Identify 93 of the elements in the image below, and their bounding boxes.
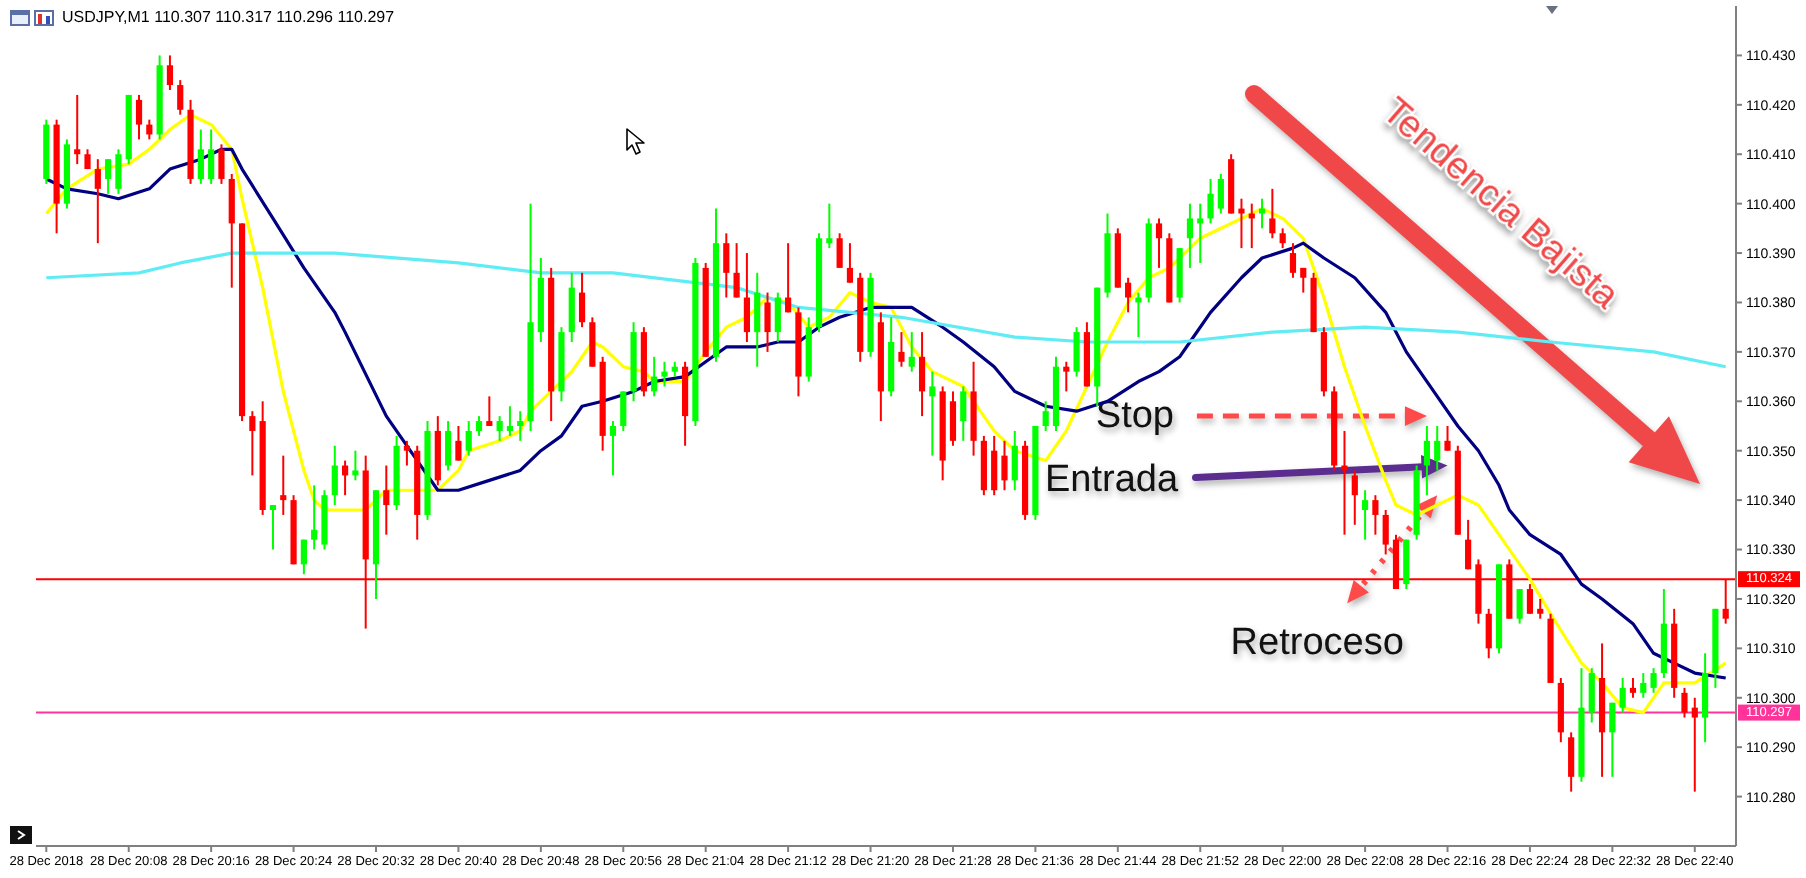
candlestick: [774, 291, 781, 343]
candlestick: [1423, 425, 1430, 497]
candlestick: [352, 449, 359, 482]
candlestick: [1640, 672, 1647, 699]
annotation: Entrada: [1044, 458, 1179, 501]
candlestick: [929, 370, 936, 457]
candlestick: [486, 395, 493, 427]
candlestick: [218, 143, 225, 185]
candlestick: [1537, 597, 1544, 620]
candlestick: [661, 360, 668, 388]
candlestick: [166, 54, 174, 91]
candlestick: [177, 79, 184, 116]
candlestick: [1691, 696, 1698, 793]
annotation: Retroceso: [1230, 622, 1404, 665]
candlestick: [383, 464, 390, 536]
candlestick: [1702, 652, 1709, 744]
candlestick: [1681, 686, 1688, 719]
candlestick: [1629, 677, 1637, 699]
candlestick: [115, 148, 122, 195]
candlestick: [1300, 266, 1307, 294]
candlestick: [197, 128, 204, 185]
candlestick: [517, 410, 524, 442]
candlestick: [228, 173, 235, 289]
candlestick: [991, 434, 998, 497]
candlestick: [589, 316, 596, 368]
candlestick: [1650, 667, 1657, 694]
candlestick: [743, 252, 750, 343]
candlestick: [94, 158, 101, 245]
candlestick: [105, 158, 112, 195]
candlestick: [1341, 429, 1348, 536]
candlestick: [1485, 607, 1492, 660]
candlestick: [764, 291, 771, 353]
candlestick: [506, 405, 514, 437]
candlestick: [1238, 197, 1245, 250]
candlestick: [135, 93, 143, 141]
candlestick: [949, 390, 957, 447]
candlestick: [1258, 197, 1266, 230]
candlestick: [1217, 173, 1224, 215]
candlestick: [723, 232, 730, 299]
candlestick: [898, 331, 905, 368]
candlestick: [578, 271, 586, 329]
candlestick: [1207, 177, 1214, 225]
candlestick: [785, 242, 792, 314]
candlestick: [1011, 429, 1018, 492]
candlestick: [496, 415, 503, 442]
candlestick: [1588, 667, 1595, 724]
candlestick: [455, 425, 462, 462]
candlestick: [311, 484, 318, 551]
candlestick: [74, 93, 81, 166]
candlestick: [475, 415, 483, 437]
candlestick: [826, 202, 833, 250]
candlestick: [1125, 276, 1132, 314]
candlestick: [651, 355, 658, 398]
candlestick: [1063, 360, 1070, 393]
candlestick: [465, 420, 472, 457]
candlestick: [733, 242, 740, 299]
annotation: Stop: [1095, 395, 1174, 438]
candlestick: [1619, 677, 1626, 714]
chart-title: USDJPY,M1 110.307 110.317 110.296 110.297: [62, 8, 395, 28]
candlestick: [754, 271, 761, 368]
candlestick: [1186, 202, 1194, 269]
candlestick: [836, 232, 843, 269]
candlestick: [1609, 701, 1616, 778]
candlestick: [568, 271, 575, 343]
candlestick: [1135, 291, 1142, 339]
candlestick: [445, 420, 452, 472]
candlestick: [960, 385, 967, 442]
candlestick: [1001, 439, 1008, 492]
candlestick: [1269, 187, 1276, 240]
candlestick: [280, 454, 287, 516]
candlestick: [1516, 588, 1523, 625]
candlestick: [620, 390, 627, 432]
candlestick: [1155, 217, 1163, 269]
candlestick: [1073, 326, 1080, 378]
candlestick: [1279, 227, 1286, 250]
candlestick: [208, 128, 215, 185]
candlestick: [1568, 731, 1575, 793]
candlestick: [1526, 583, 1534, 615]
candlestick: [1444, 425, 1451, 452]
candlestick: [403, 439, 410, 467]
candlestick: [1042, 400, 1049, 432]
candlestick: [1465, 518, 1472, 571]
candlestick: [249, 410, 256, 477]
candlestick: [1197, 202, 1204, 264]
candlestick: [300, 538, 307, 576]
candlestick: [609, 420, 617, 477]
candlestick: [918, 331, 926, 418]
candlestick: [269, 504, 277, 551]
candlestick: [908, 331, 915, 373]
candlestick: [1434, 425, 1441, 472]
candlestick: [1289, 242, 1297, 279]
candlestick: [846, 242, 854, 284]
candlestick: [331, 444, 338, 507]
